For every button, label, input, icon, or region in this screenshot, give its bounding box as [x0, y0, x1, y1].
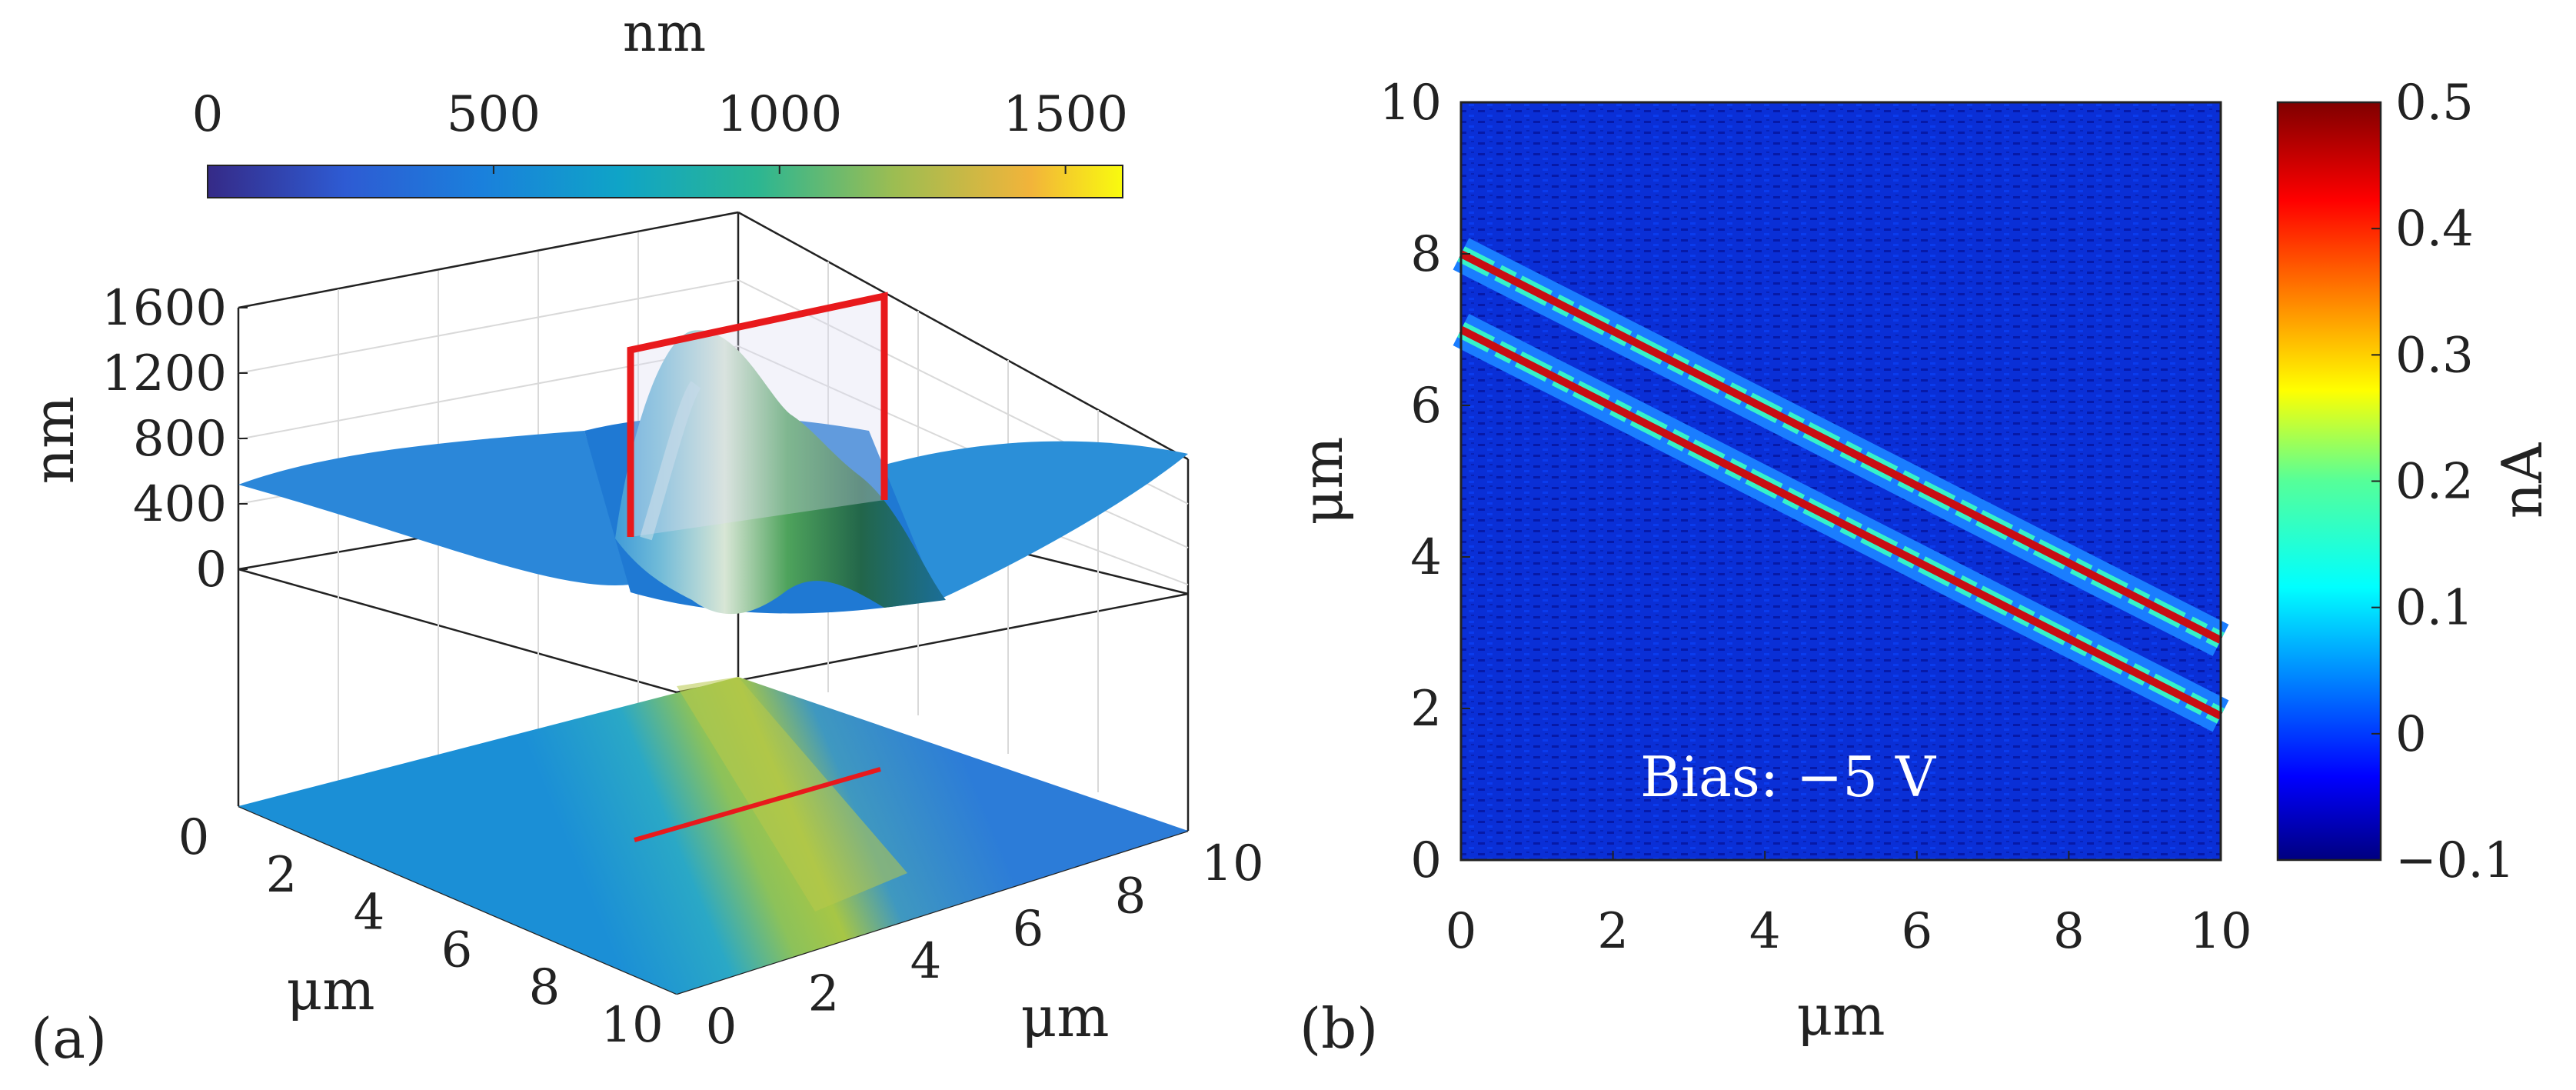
x-tick-label-a: 8: [1115, 868, 1147, 925]
y-tick-label-a: 2: [266, 847, 298, 904]
stripe-upper: [1453, 238, 2229, 656]
y-tick-label-b: 10: [1380, 75, 1442, 132]
y-axis-label-b: μm: [1290, 436, 1355, 525]
x-tick-label-b: 4: [1749, 903, 1781, 960]
colorbar-b-tick-label: −0.1: [2395, 832, 2514, 889]
panel-a-label: (a): [31, 1006, 107, 1071]
colorbar-b-ticks: 0.5 0.4 0.3 0.2 0.1 0 −0.1: [2371, 75, 2514, 889]
panel-a: nm 0 500 1000 1500: [22, 3, 1264, 1071]
x-tick-label-b: 2: [1597, 903, 1629, 960]
x-tick-label-a: 6: [1013, 901, 1044, 958]
y-tick-label-b: 6: [1410, 378, 1442, 435]
stripe-core: [1459, 250, 2223, 644]
y-tick-label-a: 10: [601, 997, 663, 1054]
conductive-stripes: [1453, 238, 2229, 732]
y-tick-label-a: 4: [354, 885, 385, 942]
z-tick-label: 1200: [102, 345, 227, 402]
x-tick-label-b: 8: [2053, 903, 2085, 960]
colorbar-b-tick-label: 0.4: [2395, 201, 2474, 258]
y-tick-label-b: 0: [1410, 832, 1442, 889]
heatmap-area: [1461, 102, 2221, 860]
z-tick-label: 800: [133, 411, 227, 468]
y-tick-label-a: 8: [529, 959, 561, 1016]
z-tick-label: 0: [195, 542, 227, 598]
x-tick-label-b: 6: [1901, 903, 1932, 960]
bias-annotation: Bias: −5 V: [1640, 745, 1937, 809]
z-tick-label: 400: [133, 476, 227, 533]
z-axis-ticks: 0 400 800 1200 1600: [102, 280, 248, 598]
x-tick-label-a: 4: [910, 933, 942, 990]
x-tick-label-a: 2: [808, 966, 840, 1023]
colorbar-b-label: nA: [2490, 442, 2554, 518]
y-axis-label-a: μm: [286, 958, 374, 1022]
profile-plane: [631, 296, 884, 537]
colorbar-a-ticks: 0 500 1000 1500: [192, 86, 1128, 174]
z-tick-label: 1600: [102, 280, 227, 337]
ridge-highlight: [640, 381, 701, 541]
colorbar-b-tick-label: 0.3: [2395, 327, 2474, 384]
floor-projection: [238, 677, 1188, 994]
colorbar-b-tick-label: 0.1: [2395, 580, 2474, 637]
x-tick-label-a: 0: [706, 998, 737, 1055]
x-tick-label-b: 0: [1446, 903, 1477, 960]
y-tick-label-a: 6: [441, 922, 473, 978]
colorbar-b-tick-label: 0.2: [2395, 454, 2474, 511]
floor-profile-line: [634, 767, 881, 842]
colorbar-a: [207, 165, 1123, 198]
x-tick-label-a: 10: [1201, 835, 1263, 892]
x-axis-label-b: μm: [1796, 983, 1885, 1048]
colorbar-a-tick-label: 500: [447, 86, 541, 143]
x-axis-ticks-a: 0 2 4 6 8 10: [706, 835, 1264, 1055]
stripe-core: [1459, 326, 2223, 720]
colorbar-a-tick-label: 1000: [717, 86, 842, 143]
y-tick-label-b: 8: [1410, 226, 1442, 283]
y-axis-ticks-b: 0 2 4 6 8 10: [1380, 75, 1470, 889]
stripe-lower: [1453, 313, 2229, 732]
profile-plane-outline: [627, 292, 888, 537]
colorbar-a-tick-label: 1500: [1003, 86, 1128, 143]
y-tick-label-a: 0: [178, 809, 210, 866]
y-tick-label-b: 2: [1410, 681, 1442, 738]
ridge-surface: [615, 330, 946, 615]
colorbar-b-tick-label: 0: [2395, 706, 2427, 763]
z-axis-label: nm: [22, 396, 86, 485]
x-tick-label-b: 10: [2189, 903, 2252, 960]
x-axis-label-a: μm: [1020, 985, 1109, 1049]
colorbar-b: [2276, 101, 2382, 862]
colorbar-b-tick-label: 0.5: [2395, 75, 2474, 132]
y-tick-label-b: 4: [1410, 529, 1442, 586]
heatmap-frame: [1459, 101, 2222, 862]
panel-b-label: (b): [1300, 996, 1378, 1061]
surface-right: [869, 441, 1188, 600]
surface-left: [238, 431, 631, 585]
colorbar-title-a: nm: [623, 3, 706, 64]
x-axis-ticks-b: 0 2 4 6 8 10: [1446, 851, 2252, 960]
colorbar-a-tick-label: 0: [192, 86, 224, 143]
